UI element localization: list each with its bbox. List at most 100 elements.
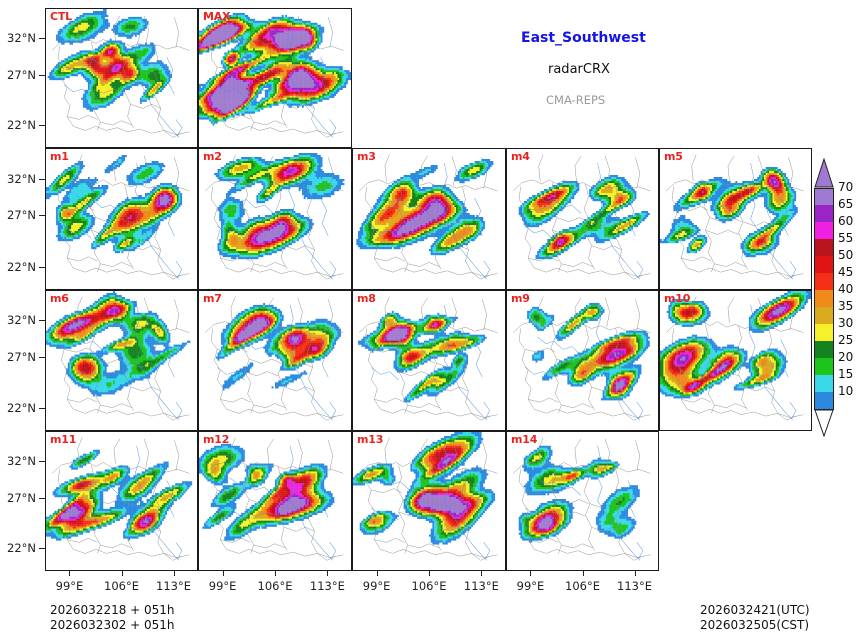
panel-label-m13: m13: [357, 433, 383, 446]
panel-label-ctl: CTL: [50, 10, 72, 23]
colorbar-tick-label: 20: [838, 350, 853, 364]
radar-reflectivity-map: [46, 9, 197, 147]
colorbar: [814, 157, 834, 439]
map-panel-m1[interactable]: m1: [45, 148, 198, 290]
colorbar-segment: [814, 358, 834, 376]
map-panel-m4[interactable]: m4: [506, 148, 659, 290]
panel-label-m2: m2: [203, 150, 222, 163]
panel-label-m3: m3: [357, 150, 376, 163]
panel-label-m12: m12: [203, 433, 229, 446]
map-panel-m11[interactable]: m11: [45, 431, 198, 571]
map-panel-max[interactable]: MAX: [198, 8, 352, 148]
x-axis-label: 113°E: [605, 579, 665, 593]
colorbar-tick-label: 50: [838, 248, 853, 262]
radar-reflectivity-map: [46, 432, 197, 570]
x-axis-label: 99°E: [347, 579, 407, 593]
colorbar-tick-label: 30: [838, 316, 853, 330]
radar-reflectivity-map: [46, 291, 197, 430]
x-axis-label: 106°E: [399, 579, 459, 593]
map-panel-m10[interactable]: m10: [659, 290, 812, 431]
colorbar-segment: [814, 239, 834, 257]
y-axis-label: 32°N: [0, 454, 36, 468]
panel-label-max: MAX: [203, 10, 231, 23]
panel-label-m10: m10: [664, 292, 690, 305]
colorbar-tick-label: 65: [838, 197, 853, 211]
y-axis-tick: [39, 124, 45, 126]
y-axis-label: 22°N: [0, 541, 36, 555]
x-axis-tick: [582, 571, 584, 576]
y-axis-label: 22°N: [0, 260, 36, 274]
y-axis-tick: [39, 266, 45, 268]
x-axis-tick: [275, 571, 276, 576]
y-axis-tick: [39, 320, 45, 322]
colorbar-tick-label: 60: [838, 214, 853, 228]
map-panel-m6[interactable]: m6: [45, 290, 198, 431]
map-panel-m7[interactable]: m7: [198, 290, 352, 431]
x-axis-label: 113°E: [297, 579, 357, 593]
radar-reflectivity-map: [507, 149, 658, 289]
radar-reflectivity-map: [353, 432, 505, 570]
footer-valid-time-utc: 2026032421(UTC): [700, 603, 810, 617]
x-axis-tick: [222, 571, 224, 576]
colorbar-over-arrow: [814, 157, 834, 188]
map-panel-ctl[interactable]: CTL: [45, 8, 198, 148]
panel-label-m6: m6: [50, 292, 69, 305]
radar-reflectivity-map: [199, 432, 351, 570]
radar-reflectivity-map: [46, 149, 197, 289]
y-axis-label: 22°N: [0, 118, 36, 132]
radar-reflectivity-map: [660, 291, 811, 430]
x-axis-tick: [429, 571, 430, 576]
map-panel-m14[interactable]: m14: [506, 431, 659, 571]
chart-source-label: CMA-REPS: [546, 93, 605, 107]
footer-init-time-line2: 2026032302 + 051h: [50, 618, 175, 632]
x-axis-label: 99°E: [193, 579, 253, 593]
x-axis-tick: [69, 571, 71, 576]
colorbar-segment: [814, 205, 834, 223]
x-axis-tick: [634, 571, 636, 576]
radar-reflectivity-map: [199, 9, 351, 147]
colorbar-tick-label: 40: [838, 282, 853, 296]
footer-init-time-line1: 2026032218 + 051h: [50, 603, 175, 617]
y-axis-label: 27°N: [0, 68, 36, 82]
colorbar-tick-label: 10: [838, 384, 853, 398]
y-axis-tick: [39, 407, 45, 409]
map-panel-m13[interactable]: m13: [352, 431, 506, 571]
y-axis-tick: [39, 497, 45, 499]
y-axis-label: 27°N: [0, 491, 36, 505]
colorbar-segment: [814, 290, 834, 308]
footer-valid-time-cst: 2026032505(CST): [700, 618, 809, 632]
panel-label-m9: m9: [511, 292, 530, 305]
x-axis-tick: [173, 571, 175, 576]
colorbar-segment: [814, 392, 834, 410]
colorbar-tick-label: 70: [838, 180, 853, 194]
y-axis-tick: [39, 74, 45, 76]
x-axis-tick: [327, 571, 329, 576]
colorbar-segment: [814, 307, 834, 325]
map-panel-m3[interactable]: m3: [352, 148, 506, 290]
x-axis-label: 113°E: [451, 579, 511, 593]
panel-label-m11: m11: [50, 433, 76, 446]
radar-reflectivity-map: [507, 291, 658, 430]
y-axis-tick: [39, 215, 45, 217]
map-panel-m9[interactable]: m9: [506, 290, 659, 431]
map-panel-m8[interactable]: m8: [352, 290, 506, 431]
x-axis-tick: [121, 571, 123, 576]
colorbar-segment: [814, 273, 834, 291]
colorbar-segment: [814, 341, 834, 359]
y-axis-tick: [39, 547, 45, 549]
map-panel-m5[interactable]: m5: [659, 148, 812, 290]
chart-title: East_Southwest: [521, 30, 646, 46]
panel-label-m5: m5: [664, 150, 683, 163]
colorbar-tick-label: 15: [838, 367, 853, 381]
map-panel-m2[interactable]: m2: [198, 148, 352, 290]
colorbar-tick-label: 25: [838, 333, 853, 347]
map-panel-m12[interactable]: m12: [198, 431, 352, 571]
y-axis-tick: [39, 178, 45, 180]
x-axis-label: 99°E: [500, 579, 560, 593]
y-axis-tick: [39, 461, 45, 463]
y-axis-label: 32°N: [0, 313, 36, 327]
y-axis-label: 27°N: [0, 208, 36, 222]
panel-label-m14: m14: [511, 433, 537, 446]
radar-reflectivity-map: [199, 149, 351, 289]
